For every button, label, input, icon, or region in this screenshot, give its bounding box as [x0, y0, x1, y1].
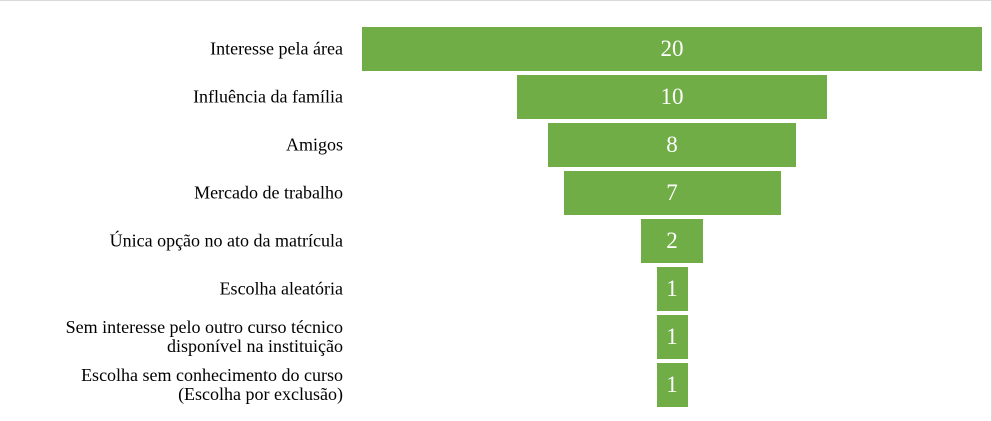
funnel-bar: 1 — [656, 315, 688, 359]
label: Interesse pela área — [210, 38, 343, 59]
value-label: 1 — [666, 324, 678, 349]
funnel-bar: 10 — [517, 75, 827, 119]
value-label: 2 — [666, 228, 678, 253]
value-label: 10 — [660, 84, 684, 109]
funnel-bar: 1 — [656, 363, 688, 407]
funnel-bar: 8 — [548, 123, 796, 167]
funnel-bar: 1 — [656, 267, 688, 311]
label: Mercado de trabalho — [194, 182, 343, 203]
value-label: 20 — [660, 36, 684, 61]
label: Sem interesse pelo outro curso técnico d… — [65, 317, 343, 356]
label: Única opção no ato da matrícula — [109, 230, 343, 251]
value-label: 8 — [666, 132, 678, 157]
funnel-bar: 7 — [563, 171, 781, 215]
label: Influência da família — [193, 86, 343, 107]
value-label: 7 — [666, 180, 678, 205]
value-label: 1 — [666, 372, 678, 397]
label: Escolha aleatória — [219, 278, 343, 299]
label: Amigos — [285, 134, 343, 155]
funnel-bar: 2 — [641, 219, 703, 263]
value-label: 1 — [666, 276, 678, 301]
label: Escolha sem conhecimento do curso (Escol… — [81, 365, 343, 404]
funnel-bar: 20 — [362, 27, 982, 71]
